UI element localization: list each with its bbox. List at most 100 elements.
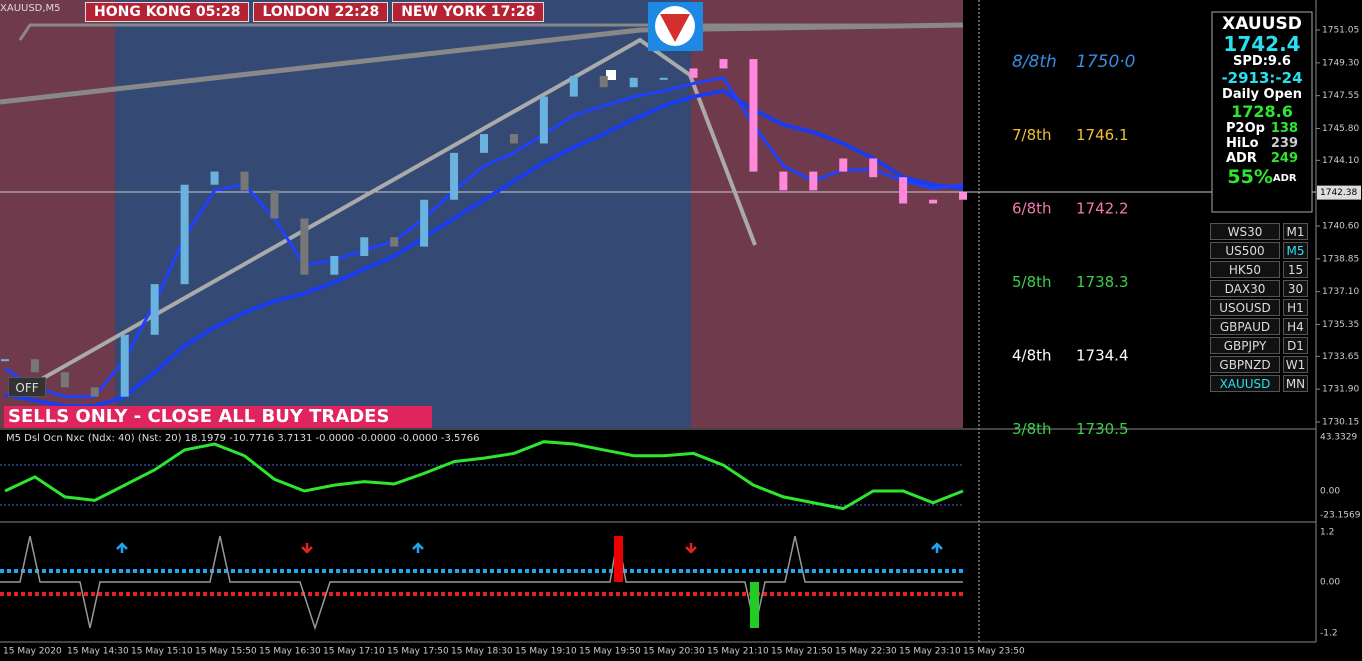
current-price: 1742.38 <box>1320 188 1357 198</box>
info-stat: HiLo 239 <box>1212 136 1312 151</box>
y-tick-label: 1735.35 <box>1322 320 1359 330</box>
murrey-name: 6/8th <box>1012 200 1052 218</box>
osc-label: M5 Dsl Ocn Nxc (Ndx: 40) (Nst: 20) 18.19… <box>6 433 480 444</box>
candle <box>330 256 339 275</box>
osc-tick-label: -23.1569 <box>1320 511 1361 521</box>
stat-label: HiLo <box>1226 136 1259 151</box>
symbol-button[interactable]: GBPNZD <box>1210 356 1280 373</box>
symbol-button[interactable]: XAUUSD <box>1210 375 1280 392</box>
candle <box>210 171 219 185</box>
symbol-button[interactable]: GBPAUD <box>1210 318 1280 335</box>
stat-value: 138 <box>1270 121 1298 136</box>
candle <box>240 171 249 191</box>
candle <box>929 199 938 204</box>
session-bg <box>0 0 115 428</box>
candle <box>180 184 189 285</box>
info-content: XAUUSD 1742.4 SPD:9.6 -2913:-24 Daily Open 17… <box>1212 14 1312 188</box>
candle <box>150 284 159 335</box>
timeframe-button[interactable]: W1 <box>1283 356 1308 373</box>
candle <box>270 190 279 219</box>
candle <box>300 218 309 275</box>
info-adr: 55% ADR <box>1212 166 1312 188</box>
candle <box>1 359 9 362</box>
oscillator-line <box>4 440 964 511</box>
candle <box>599 75 608 88</box>
candle <box>779 171 788 191</box>
murrey-name: 4/8th <box>1012 347 1052 365</box>
timeframe-button[interactable]: 15 <box>1283 261 1308 278</box>
info-daily-label: Daily Open <box>1222 87 1302 102</box>
candle <box>959 192 967 200</box>
candle <box>509 134 518 144</box>
symbol-button[interactable]: GBPJPY <box>1210 337 1280 354</box>
moving-average <box>4 76 964 399</box>
candle <box>719 59 728 69</box>
banner: SELLS ONLY - CLOSE ALL BUY TRADES <box>4 406 432 428</box>
murrey-price: 1750·0 <box>1076 52 1135 72</box>
x-tick-label: 15 May 19:10 <box>515 647 577 657</box>
symbol-button[interactable]: US500 <box>1210 242 1280 259</box>
signal-spike <box>614 536 623 582</box>
x-tick-label: 15 May 19:50 <box>579 647 641 657</box>
signal-spike <box>750 582 759 628</box>
symbol-button[interactable]: HK50 <box>1210 261 1280 278</box>
candle <box>839 158 848 172</box>
stat-value: 239 <box>1270 136 1298 151</box>
candle <box>539 96 548 144</box>
murrey-price: 1734.4 <box>1076 347 1129 365</box>
stat-value: 249 <box>1270 151 1298 166</box>
y-tick-label: 1731.90 <box>1322 385 1359 395</box>
buy-arrow <box>412 542 424 553</box>
candle <box>569 75 578 97</box>
symbol-button[interactable]: WS30 <box>1210 223 1280 240</box>
y-tick-label: 1747.55 <box>1322 91 1359 101</box>
timeframe-button[interactable]: M5 <box>1283 242 1308 259</box>
info-swap: -2913:-24 <box>1221 69 1303 87</box>
timeframe-button[interactable]: 30 <box>1283 280 1308 297</box>
candle <box>90 387 99 397</box>
candle <box>360 237 369 257</box>
clock: NEW YORK 17:28 <box>392 2 545 22</box>
x-tick-label: 15 May 21:10 <box>707 647 769 657</box>
x-tick-label: 15 May 2020 <box>3 647 62 657</box>
info-panel <box>1211 11 1313 213</box>
timeframe-button[interactable]: MN <box>1283 375 1308 392</box>
timeframe-button[interactable]: H4 <box>1283 318 1308 335</box>
clock-bar: HONG KONG 05:28 LONDON 22:28 NEW YORK 17:2… <box>85 2 545 22</box>
candle <box>390 237 399 247</box>
y-tick-label: 1749.30 <box>1322 58 1359 68</box>
candle <box>899 177 908 204</box>
y-tick-label: 1740.60 <box>1322 222 1359 232</box>
symbol-button[interactable]: DAX30 <box>1210 280 1280 297</box>
marker <box>606 70 616 80</box>
signal-trace <box>0 535 963 631</box>
timeframe-button[interactable]: D1 <box>1283 337 1308 354</box>
signal-tick-label: 1.2 <box>1320 528 1334 538</box>
y-tick-label: 1737.10 <box>1322 287 1359 297</box>
lower-band <box>4 88 964 409</box>
off-button[interactable]: OFF <box>8 377 46 397</box>
murrey-price: 1742.2 <box>1076 200 1129 218</box>
adr-pct: 55% <box>1227 166 1273 188</box>
candle <box>629 77 638 88</box>
session-bg <box>691 0 963 428</box>
timeframe-button[interactable]: H1 <box>1283 299 1308 316</box>
candle <box>60 372 69 388</box>
osc-tick-label: 43.3329 <box>1320 433 1357 443</box>
y-tick-label: 1745.80 <box>1322 124 1359 134</box>
session-bg <box>115 0 691 428</box>
timeframe-button[interactable]: M1 <box>1283 223 1308 240</box>
murrey-name: 8/8th <box>1012 52 1057 72</box>
info-stat: P2Op 138 <box>1212 121 1312 136</box>
buy-arrow <box>116 542 128 553</box>
osc-tick-label: 0.00 <box>1320 487 1340 497</box>
murrey-name: 5/8th <box>1012 273 1052 291</box>
x-tick-label: 15 May 15:50 <box>195 647 257 657</box>
x-tick-label: 15 May 20:30 <box>643 647 705 657</box>
clock: LONDON 22:28 <box>253 2 389 22</box>
sell-arrow <box>685 543 697 554</box>
symbol-button[interactable]: USOUSD <box>1210 299 1280 316</box>
candle <box>869 158 878 178</box>
